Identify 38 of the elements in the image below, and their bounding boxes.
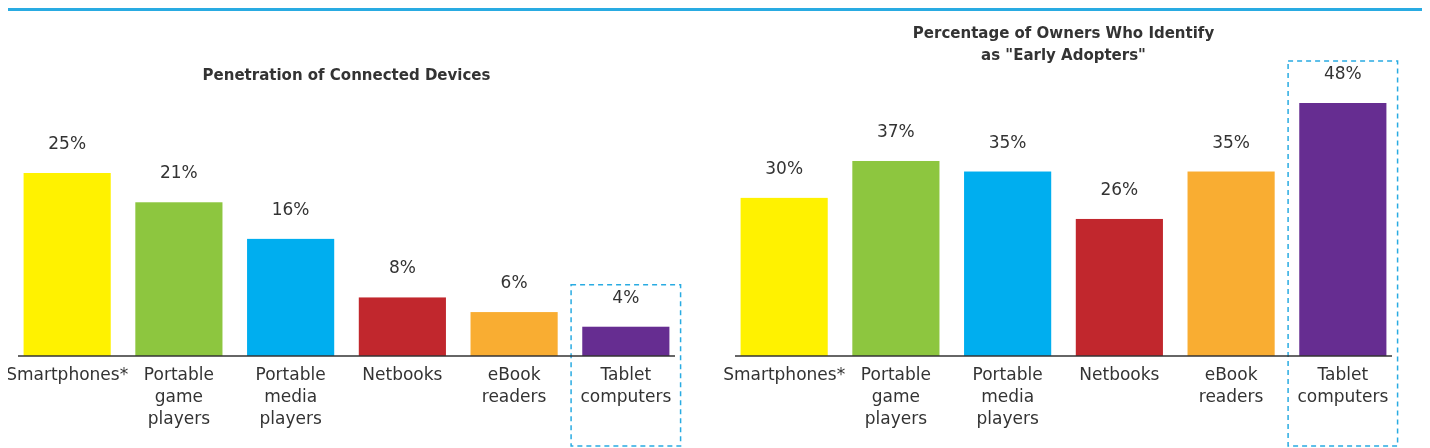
x-tick-label: Portable game players (860, 364, 931, 428)
x-tick-label: Portable game players (143, 364, 214, 428)
bar (135, 202, 223, 356)
data-label: 6% (500, 272, 528, 293)
x-tick-label: Smartphones* (6, 364, 129, 384)
bar (1075, 218, 1163, 356)
data-label: 25% (48, 133, 87, 153)
data-label: 30% (765, 157, 804, 178)
bar (358, 297, 446, 356)
data-label: 21% (160, 162, 198, 183)
x-tick-label: Smartphones* (723, 364, 846, 384)
bar (582, 326, 670, 356)
bar (852, 160, 940, 356)
data-label: 37% (877, 120, 915, 141)
x-tick-label: Portable media players (255, 364, 326, 428)
x-tick-label: Netbooks (362, 364, 443, 384)
x-tick-label: eBook readers (1198, 364, 1264, 406)
x-tick-label: Portable media players (972, 364, 1043, 428)
data-label: 4% (612, 286, 640, 307)
data-label: 26% (1100, 178, 1139, 199)
bar (470, 312, 558, 356)
x-tick-label: Tablet computers (1297, 364, 1389, 406)
data-label: 8% (388, 257, 416, 278)
chart-title: Penetration of Connected Devices (202, 66, 491, 84)
x-tick-label: eBook readers (481, 364, 547, 406)
data-label: 35% (988, 131, 1027, 152)
x-tick-label: Tablet computers (580, 364, 672, 406)
data-label: 16% (271, 198, 310, 219)
bar (1299, 103, 1387, 356)
chart-title: Percentage of Owners Who Identify as "Early Adopters" (912, 24, 1215, 64)
bar (1187, 171, 1275, 356)
bar (964, 171, 1052, 356)
data-label: 35% (1212, 131, 1250, 152)
data-label: 48% (1323, 63, 1362, 83)
x-tick-label: Netbooks (1079, 364, 1160, 384)
bar (23, 173, 111, 356)
bar (247, 238, 335, 356)
bar (740, 197, 828, 356)
